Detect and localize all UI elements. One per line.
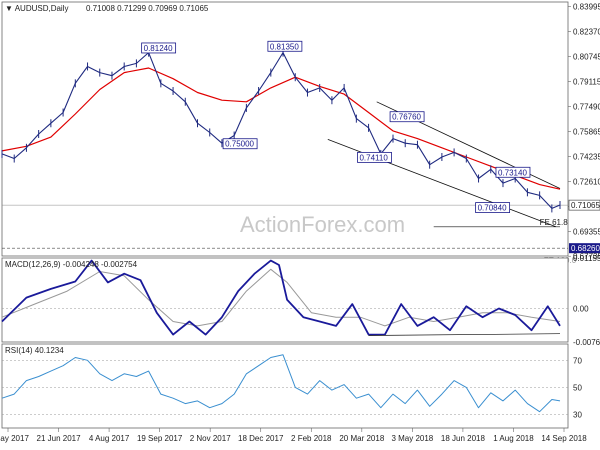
price-label-box (141, 42, 177, 54)
x-tick-label: 1 Aug 2018 (493, 434, 534, 443)
x-tick-label: 18 Jun 2018 (441, 434, 486, 443)
y-tick-label: 0.79115 (573, 78, 600, 87)
x-tick-label: 2 Nov 2017 (190, 434, 231, 443)
y-tick-label: 0.75865 (573, 127, 600, 136)
x-tick-label: 3 May 2018 (391, 434, 433, 443)
rsi-y-tick-label: 30 (573, 410, 582, 419)
current-price-label: 0.71065 (571, 201, 600, 210)
macd-panel: 0.011557 0.00 -0.007694 MACD(12,26,9) -0.00… (1, 254, 600, 347)
ohlc-values: 0.71008 0.71299 0.70969 0.71065 (86, 4, 209, 13)
level-badge (569, 243, 600, 254)
y-tick-label: 0.80745 (573, 53, 600, 62)
macd-y-tick-label: 0.011557 (573, 254, 600, 263)
macd-y-tick-label: 0.00 (573, 304, 589, 313)
watermark: ActionForex.com (240, 212, 405, 237)
y-tick-label: 0.74235 (573, 152, 600, 161)
level-label: 0.68260 (571, 244, 600, 253)
macd-trend-line (368, 333, 561, 336)
ma-line (1, 67, 561, 190)
x-tick-label: 21 Jun 2017 (37, 434, 82, 443)
y-tick-label: 0.69355 (573, 227, 600, 236)
y-tick-label: 0.72610 (573, 177, 600, 186)
x-tick-label: 20 Mar 2018 (339, 434, 384, 443)
rsi-y-tick-label: 70 (573, 356, 582, 365)
price-label: 0.75000 (225, 140, 254, 149)
price-label-box (389, 111, 425, 123)
y-tick-label: 0.83995 (573, 3, 600, 12)
fe-label: FE 61.8 (540, 218, 569, 227)
rsi-y-tick-label: 50 (573, 383, 582, 392)
rsi-frame (1, 343, 569, 429)
x-tick-label: 4 Aug 2017 (89, 434, 130, 443)
price-label: 0.76760 (392, 113, 421, 122)
price-label-box (267, 40, 303, 52)
x-tick-label: 14 Sep 2018 (541, 434, 587, 443)
price-panel: 0.83995 0.82370 0.80745 0.79115 0.77490 0.758… (1, 1, 600, 265)
price-label-box (357, 151, 392, 163)
x-tick-label: 18 Dec 2017 (238, 434, 284, 443)
price-label-box (475, 202, 511, 213)
price-label: 0.81350 (270, 42, 299, 51)
y-tick-label: 0.67735 (573, 252, 600, 261)
current-price-badge (568, 199, 600, 211)
price-label: 0.81240 (144, 44, 173, 53)
rsi-panel: 70 50 30 RSI(14) 40.1234 (1, 343, 582, 429)
x-tick-label: 19 Sep 2017 (137, 434, 183, 443)
rsi-line (1, 354, 561, 413)
macd-line (1, 259, 561, 336)
chart-title: ▼ AUDUSD,Daily (5, 4, 68, 13)
y-tick-label: 0.77490 (573, 103, 600, 112)
price-label: 0.74110 (359, 153, 388, 162)
rsi-title: RSI(14) 40.1234 (5, 346, 64, 355)
macd-signal-line (1, 268, 561, 327)
x-tick-label: 8 May 2017 (0, 434, 29, 443)
y-tick-label: 0.82370 (573, 28, 600, 37)
price-label: 0.73140 (498, 168, 527, 177)
macd-y-tick-label: -0.007694 (573, 338, 600, 347)
price-label-box (222, 138, 258, 150)
price-label-box (495, 166, 531, 178)
x-tick-label: 2 Feb 2018 (291, 434, 332, 443)
x-axis: 8 May 2017 21 Jun 2017 4 Aug 2017 19 Sep 20… (0, 428, 587, 443)
macd-frame (1, 257, 569, 343)
macd-title: MACD(12,26,9) -0.004248 -0.002754 (5, 260, 138, 269)
price-label: 0.70840 (478, 204, 507, 213)
